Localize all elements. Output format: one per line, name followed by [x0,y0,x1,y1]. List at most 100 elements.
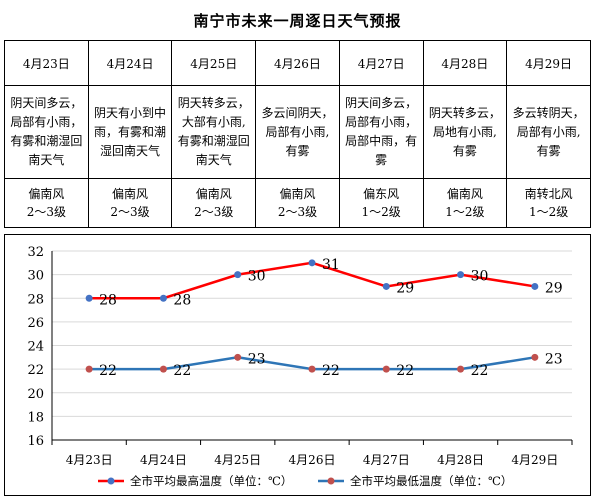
weather-text: 阴天间多云，局部有小雨，局部中雨，有雾 [345,96,418,167]
x-tick-label: 4月28日 [437,453,484,467]
page-title: 南宁市未来一周逐日天气预报 [193,12,402,30]
wind-cell: 偏南风 2～3级 [87,178,173,228]
data-point [85,365,93,373]
weather-text: 阴天间多云，局部有小雨，有雾和潮湿回南天气 [10,96,83,167]
wind-direction: 偏南风 [279,187,316,201]
chart-frame [4,234,591,496]
date-label: 4月27日 [357,56,405,71]
legend-label: 全市平均最高温度（单位：℃） [130,474,292,488]
weather-cell: 阴天有小到中雨，有雾和潮湿回南天气 [87,85,173,179]
weather-cell: 多云间阴天，局部有小雨,有雾 [255,85,340,179]
wind-level: 2～3级 [194,205,234,219]
x-tick-label: 4月23日 [66,453,113,467]
weather-cell: 多云转阴天，局部有小雨,有雾 [506,85,591,179]
date-cell: 4月29日 [506,40,591,86]
weather-text: 阴天有小到中雨，有雾和潮湿回南天气 [94,105,167,158]
series-line [89,261,536,300]
y-tick-label: 16 [27,434,44,449]
date-label: 4月28日 [441,56,489,71]
weather-text: 阴天转多云，大部有小雨,有雾和潮湿回南天气 [177,96,250,167]
wind-direction: 偏南风 [195,187,232,201]
weather-text: 多云转阴天，局部有小雨,有雾 [512,105,585,158]
data-point [159,365,167,373]
date-label: 4月25日 [190,56,238,71]
wind-level: 2～3级 [277,205,318,219]
weather-text: 多云间阴天，局部有小雨,有雾 [261,105,334,158]
data-point [531,282,539,290]
y-tick-label: 26 [27,316,44,331]
weather-text: 阴天转多云，局地有小雨,有雾 [428,105,501,158]
data-label: 22 [99,363,117,379]
wind-cell: 偏南风 2～3级 [255,178,340,228]
data-point [234,271,242,279]
y-tick-label: 20 [27,387,44,402]
x-tick-label: 4月25日 [214,453,261,467]
date-row: 4月23日 4月24日 4月25日 4月26日 4月27日 4月28日 4月29… [4,40,591,86]
date-cell: 4月25日 [171,40,257,86]
wind-cell: 偏南风 2～3级 [171,178,257,228]
forecast-table: 4月23日 4月24日 4月25日 4月26日 4月27日 4月28日 4月29… [4,40,591,228]
date-cell: 4月23日 [4,40,89,86]
legend-label: 全市平均最低温度（单位：℃） [350,474,512,488]
data-label: 22 [396,363,414,379]
data-label: 23 [545,351,563,367]
legend-swatch-marker [327,477,335,485]
date-label: 4月26日 [274,56,321,71]
wind-level: 2～3级 [26,205,66,219]
x-tick-label: 4月27日 [363,453,410,467]
x-tick-label: 4月29日 [511,453,558,467]
wind-direction: 偏南风 [446,187,483,201]
data-point [531,353,539,361]
weather-row: 阴天间多云，局部有小雨，有雾和潮湿回南天气 阴天有小到中雨，有雾和潮湿回南天气 … [4,85,591,179]
wind-row: 偏南风 2～3级 偏南风 2～3级 偏南风 2～3级 偏南风 2～3级 偏东风 1～2级 … [4,178,591,228]
date-cell: 4月24日 [87,40,173,86]
data-point [308,259,316,267]
data-point [308,365,316,373]
data-label: 29 [545,280,563,296]
wind-direction: 偏东风 [363,187,400,201]
wind-cell: 偏南风 2～3级 [4,178,89,228]
data-point [85,294,93,302]
y-tick-label: 30 [27,269,44,284]
data-point [457,271,465,279]
y-tick-label: 22 [27,363,44,378]
wind-cell: 偏南风 1～2级 [422,178,508,228]
y-tick-label: 32 [27,245,44,260]
wind-direction: 偏南风 [28,187,65,201]
data-label: 31 [322,257,340,273]
data-label: 23 [248,351,266,367]
x-tick-label: 4月26日 [289,453,336,467]
date-label: 4月23日 [22,56,70,71]
wind-level: 1～2级 [528,205,569,219]
wind-cell: 偏东风 1～2级 [338,178,424,228]
weather-cell: 阴天转多云，局地有小雨,有雾 [422,85,508,179]
data-label: 30 [248,269,266,285]
data-label: 22 [322,363,340,379]
data-point [457,365,465,373]
wind-level: 1～2级 [445,205,485,219]
date-label: 4月29日 [525,56,573,71]
date-label: 4月24日 [106,56,154,71]
date-cell: 4月26日 [255,40,340,86]
data-label: 28 [99,292,117,308]
x-tick-label: 4月24日 [140,453,187,467]
weather-cell: 阴天转多云，大部有小雨,有雾和潮湿回南天气 [171,85,257,179]
data-label: 29 [396,280,414,296]
weather-cell: 阴天间多云，局部有小雨，局部中雨，有雾 [338,85,424,179]
wind-direction: 南转北风 [524,187,573,201]
y-tick-label: 28 [27,292,44,307]
weather-cell: 阴天间多云，局部有小雨，有雾和潮湿回南天气 [4,85,89,179]
y-tick-label: 18 [27,410,44,425]
data-point [382,282,390,290]
data-point [382,365,390,373]
wind-level: 2～3级 [110,205,150,219]
data-point [159,294,167,302]
legend-swatch-marker [107,477,115,485]
wind-direction: 偏南风 [112,187,149,201]
data-label: 22 [471,363,489,379]
wind-level: 1～2级 [361,205,401,219]
y-tick-label: 24 [27,340,44,355]
data-label: 22 [173,363,191,379]
data-label: 30 [471,269,489,285]
